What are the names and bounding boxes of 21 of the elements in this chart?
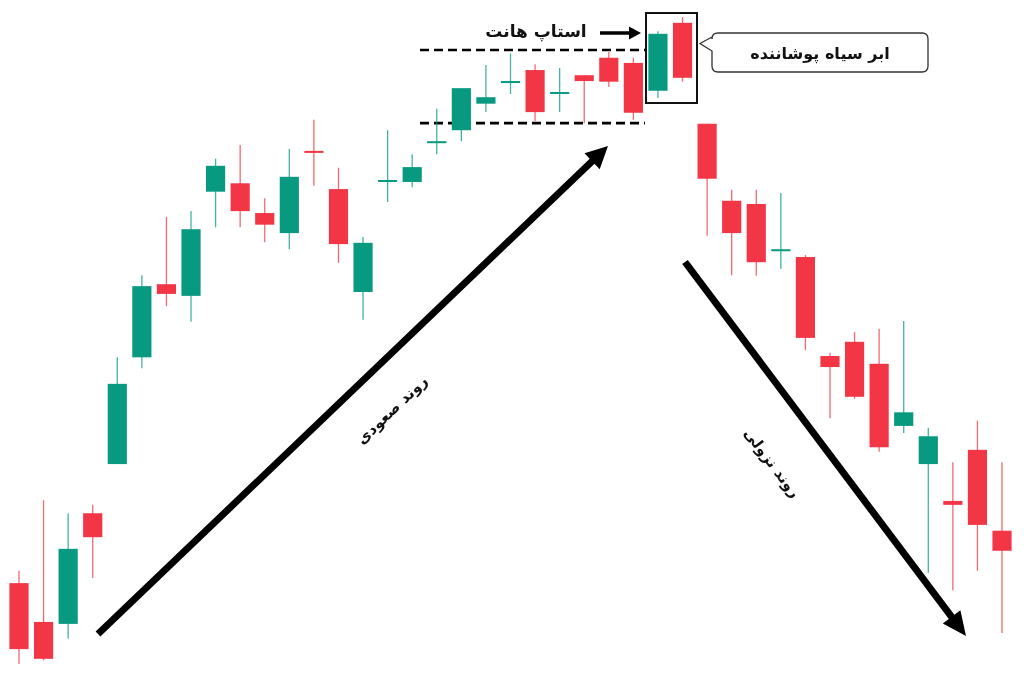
annotation: روند صعودی	[352, 371, 432, 449]
candlestick	[156, 216, 177, 307]
candlestick	[992, 461, 1012, 634]
candlestick	[304, 119, 324, 187]
annotation: استاپ هانت	[485, 21, 587, 42]
candlestick	[599, 51, 619, 88]
candlestick	[500, 52, 521, 95]
candlestick	[574, 74, 594, 124]
candlestick	[402, 153, 422, 188]
candlestick	[820, 352, 840, 419]
candlestick	[771, 192, 791, 270]
candlestick	[378, 129, 398, 203]
candlestick	[943, 461, 963, 591]
candlestick	[83, 504, 103, 579]
candlestick	[894, 320, 914, 434]
candlestick	[255, 197, 275, 243]
candlestick	[427, 108, 447, 155]
candlestick	[550, 67, 570, 113]
annotation: ابر سیاه پوشاننده	[750, 43, 890, 64]
annotation: روند نزولی	[739, 424, 805, 502]
candlestick	[476, 64, 496, 113]
